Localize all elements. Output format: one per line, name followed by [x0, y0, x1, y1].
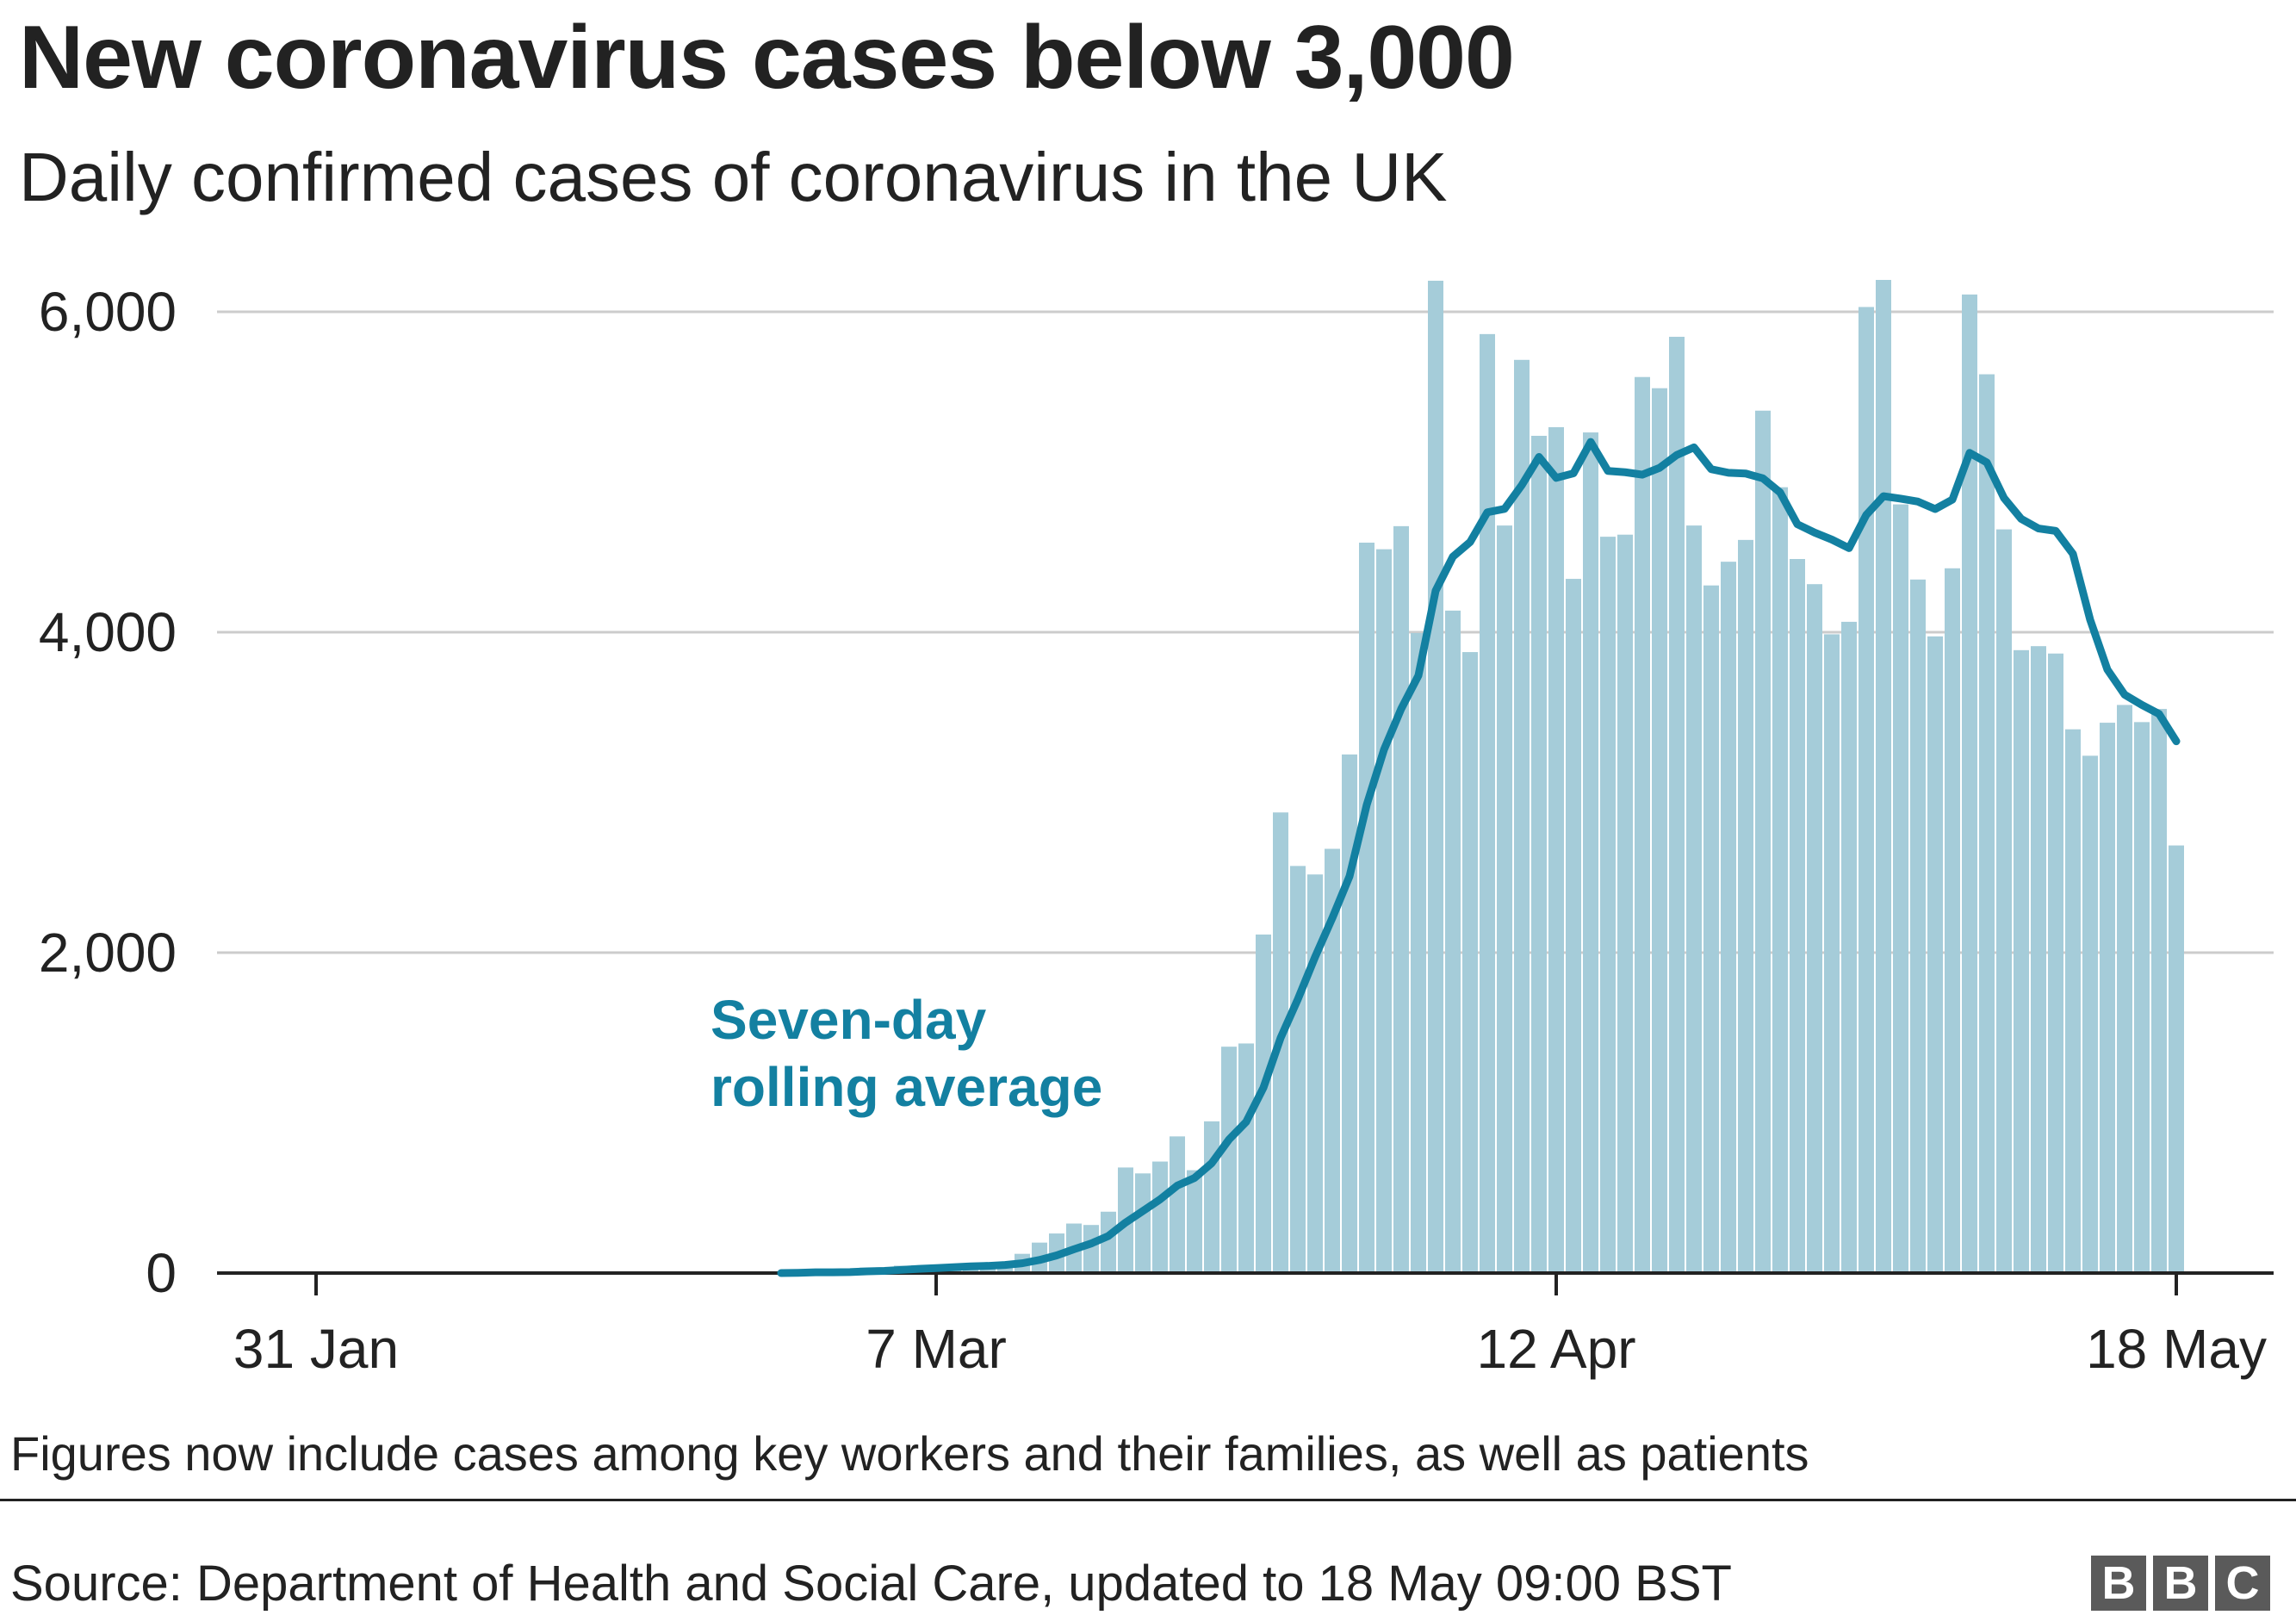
bar: [1325, 848, 1340, 1273]
bar: [1755, 410, 1771, 1274]
bar: [1807, 584, 1822, 1273]
bar: [1548, 426, 1564, 1273]
bar: [1083, 1225, 1099, 1273]
bar: [1359, 543, 1374, 1273]
bar: [1910, 579, 1926, 1273]
bar: [1531, 435, 1547, 1273]
bar: [1256, 934, 1271, 1273]
bar: [1790, 558, 1805, 1273]
rolling-average-line: [777, 438, 2181, 1277]
bar: [1893, 504, 1908, 1273]
bar: [1411, 632, 1426, 1273]
bar: [1221, 1047, 1237, 1273]
x-tick-label: 31 Jan: [233, 1318, 399, 1380]
bar: [1652, 388, 1667, 1274]
bar: [1979, 374, 1995, 1273]
bar: [1462, 652, 1478, 1273]
bar: [1393, 525, 1409, 1273]
bar: [1962, 294, 1977, 1273]
bar: [2117, 705, 2132, 1273]
chart-title: New coronavirus cases below 3,000: [19, 8, 1515, 108]
divider: [0, 1499, 2296, 1501]
bar: [1204, 1121, 1219, 1273]
bar: [1686, 525, 1702, 1273]
bar: [1152, 1161, 1168, 1273]
bar: [1428, 280, 1443, 1273]
bar: [1721, 562, 1736, 1273]
bar: [1497, 525, 1512, 1273]
bar: [2134, 722, 2150, 1273]
bar: [1480, 333, 1495, 1273]
y-tick-label: 4,000: [39, 601, 177, 663]
bar: [2151, 709, 2167, 1273]
logo-letter: B: [2153, 1556, 2208, 1611]
bar: [1600, 537, 1616, 1273]
bar: [1859, 307, 1874, 1273]
bar: [2065, 729, 2081, 1273]
bar: [1824, 634, 1840, 1273]
y-tick-label: 2,000: [39, 922, 177, 984]
bar: [1738, 539, 1753, 1273]
source-note: Source: Department of Health and Social …: [10, 1556, 1732, 1612]
bar: [1635, 376, 1650, 1273]
bar: [1135, 1173, 1151, 1273]
bar: [1238, 1043, 1254, 1273]
bar: [1945, 568, 1960, 1273]
bar: [1669, 337, 1685, 1273]
bar: [1703, 585, 1719, 1273]
bar: [1583, 432, 1598, 1274]
x-tick-label: 12 Apr: [1476, 1318, 1635, 1380]
bar: [1841, 621, 1857, 1273]
y-tick-label: 6,000: [39, 281, 177, 343]
bar: [1445, 610, 1461, 1273]
bar: [2014, 649, 2029, 1273]
x-tick-label: 7 Mar: [866, 1318, 1007, 1380]
bar: [2031, 646, 2046, 1273]
logo-letter: C: [2215, 1556, 2270, 1611]
bar: [1342, 754, 1357, 1273]
bar: [1290, 866, 1306, 1273]
footnote: Figures now include cases among key work…: [10, 1426, 1809, 1481]
bar: [1566, 579, 1581, 1273]
bar: [1376, 549, 1392, 1273]
bar: [2082, 755, 2098, 1273]
bar: [2100, 723, 2115, 1273]
bar: [1927, 636, 1943, 1273]
chart-subtitle: Daily confirmed cases of coronavirus in …: [19, 139, 1448, 215]
bar: [1514, 359, 1530, 1273]
bar: [2048, 653, 2063, 1273]
bar: [2169, 845, 2184, 1273]
bar: [1170, 1136, 1185, 1273]
bar: [1617, 534, 1633, 1273]
logo-letter: B: [2091, 1556, 2146, 1611]
bar: [1187, 1170, 1202, 1273]
bar: [1772, 487, 1788, 1273]
annotation-line-2: rolling average: [711, 1056, 1102, 1118]
annotation-line-1: Seven-day: [711, 989, 987, 1051]
x-tick-label: 18 May: [2086, 1318, 2267, 1380]
bbc-logo: B B C: [2091, 1556, 2270, 1611]
bar: [1307, 874, 1323, 1273]
bar: [1876, 279, 1891, 1274]
bar: [1101, 1211, 1116, 1273]
bar: [1996, 529, 2012, 1273]
y-tick-label: 0: [146, 1242, 177, 1304]
